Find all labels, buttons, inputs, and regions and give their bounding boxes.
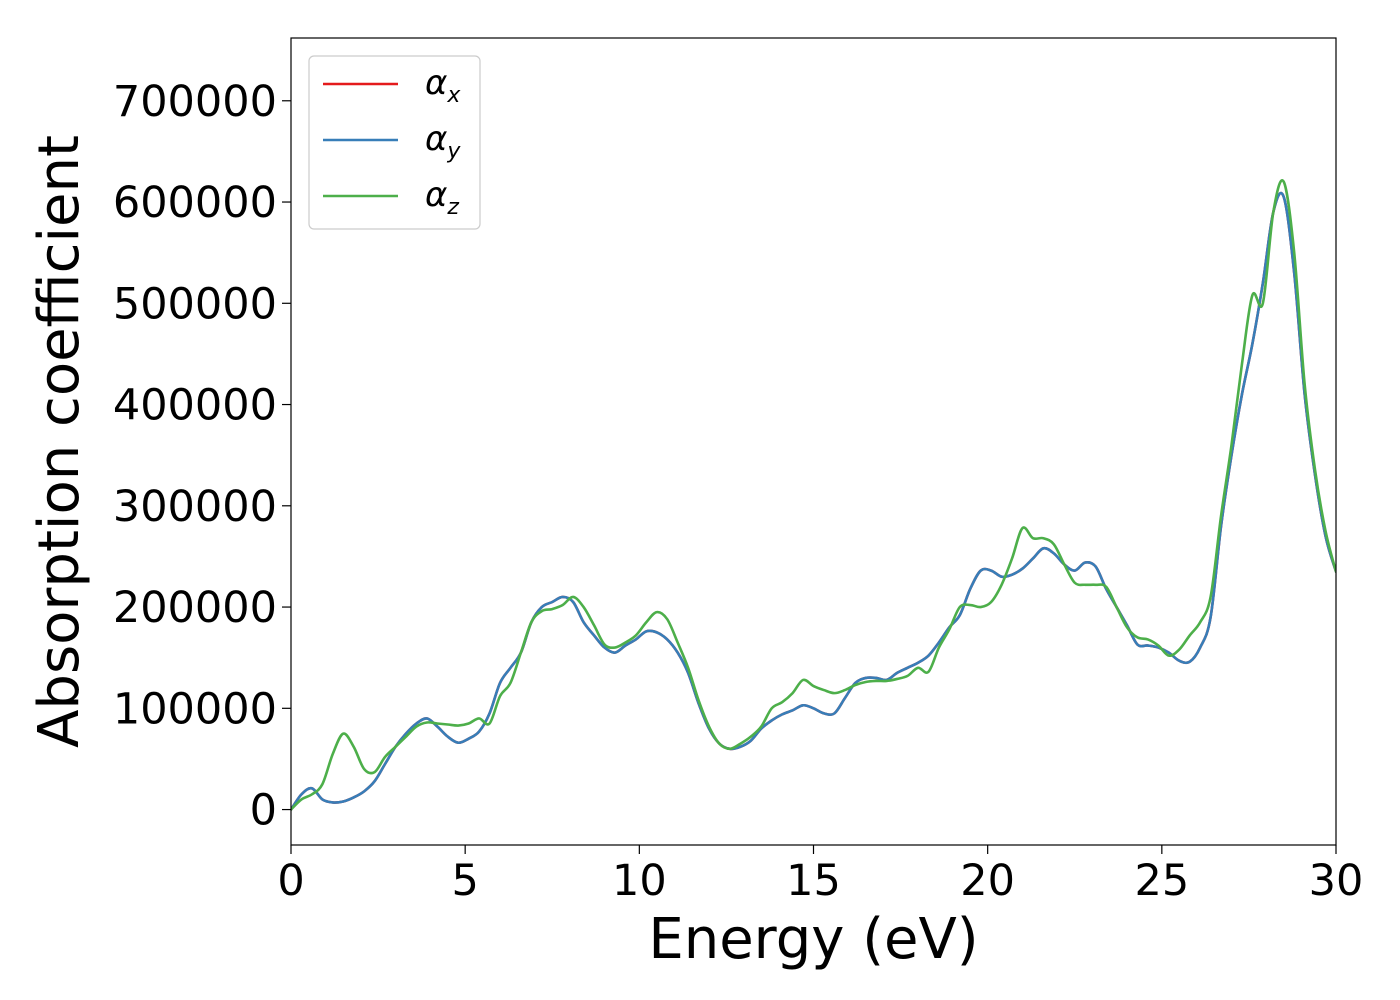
y-tick-label: 300000 bbox=[113, 482, 277, 532]
x-tick-label: 5 bbox=[451, 856, 478, 906]
x-tick-label: 20 bbox=[960, 856, 1015, 906]
legend-label-alpha-y: αy bbox=[425, 119, 461, 164]
y-tick-label: 500000 bbox=[113, 279, 277, 329]
series-layer bbox=[291, 179, 1336, 811]
y-axis: 0 100000 200000 300000 400000 500000 600000 700… bbox=[113, 77, 291, 836]
series-line-alpha-x bbox=[291, 191, 1336, 811]
y-tick-label: 0 bbox=[250, 786, 277, 836]
y-tick-label: 400000 bbox=[113, 381, 277, 431]
x-tick-label: 15 bbox=[786, 856, 841, 906]
y-axis-label: Absorption coefficient bbox=[27, 135, 92, 748]
x-tick-label: 10 bbox=[612, 856, 667, 906]
x-axis: 0 5 10 15 20 25 30 bbox=[277, 845, 1363, 906]
y-tick-label: 700000 bbox=[113, 77, 277, 127]
legend-label-alpha-z: αz bbox=[425, 175, 459, 220]
y-tick-label: 600000 bbox=[113, 178, 277, 228]
legend-box bbox=[308, 55, 481, 230]
y-tick-label: 100000 bbox=[113, 684, 277, 734]
x-tick-label: 30 bbox=[1309, 856, 1364, 906]
legend-label-alpha-x: αx bbox=[425, 63, 461, 108]
x-tick-label: 0 bbox=[277, 856, 304, 906]
legend: αx αy αz bbox=[308, 55, 481, 230]
y-tick-label: 200000 bbox=[113, 583, 277, 633]
x-tick-label: 25 bbox=[1134, 856, 1189, 906]
series-line-alpha-z bbox=[291, 179, 1336, 811]
x-axis-label: Energy (eV) bbox=[648, 907, 978, 972]
series-line-alpha-y bbox=[291, 191, 1336, 811]
